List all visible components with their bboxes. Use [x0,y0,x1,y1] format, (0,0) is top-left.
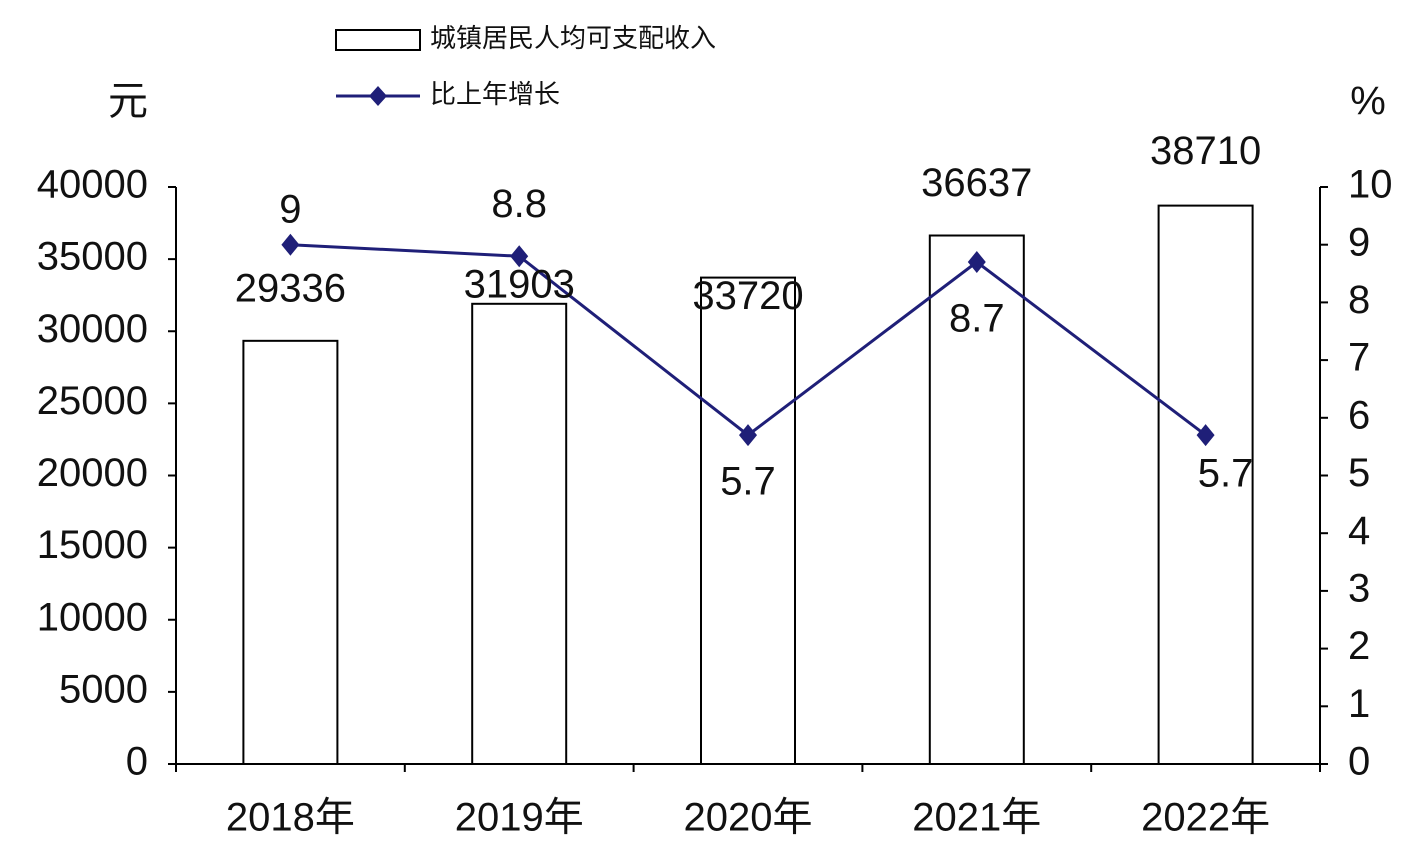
marker [510,245,529,268]
y2-tick-label: 0 [1348,740,1370,784]
x-tick-label: 2018年 [226,796,355,840]
y2-tick-label: 8 [1348,278,1370,322]
data-label: 8.8 [491,182,547,226]
bar [1157,204,1254,765]
y2-tick-label: 6 [1348,393,1370,437]
data-label: 38710 [1150,129,1261,173]
data-label: 5.7 [720,460,776,504]
y-tick-label: 10000 [37,595,148,639]
y-tick-label: 25000 [37,379,148,423]
legend-swatch [335,29,421,51]
y2-tick-label: 4 [1348,509,1370,553]
bar [928,234,1025,765]
bar [242,339,339,765]
y-tick-label: 20000 [37,451,148,495]
y2-tick-label: 3 [1348,566,1370,610]
y-tick-label: 35000 [37,235,148,279]
data-label: 5.7 [1198,452,1254,496]
legend-label: 比上年增长 [430,79,560,109]
y2-tick-label: 5 [1348,451,1370,495]
y2-tick-label: 10 [1348,163,1393,207]
data-label: 29336 [235,266,346,310]
y-tick-label: 15000 [37,523,148,567]
marker [281,233,300,256]
y2-tick-label: 2 [1348,624,1370,668]
bar [700,276,796,765]
marker [967,251,986,274]
marker [739,424,757,447]
data-label: 8.7 [949,297,1005,341]
y-tick-label: 5000 [59,667,148,711]
data-label: 33720 [692,274,803,318]
x-tick-label: 2021年 [912,796,1041,840]
y-tick-label: 30000 [37,307,148,351]
y-tick-label: 40000 [37,163,148,207]
y2-axis-label: % [1350,80,1386,124]
legend-label: 城镇居民人均可支配收入 [430,23,716,53]
y2-tick-label: 7 [1348,336,1370,380]
data-label: 9 [279,187,301,231]
y2-tick-label: 9 [1348,220,1370,264]
x-tick-label: 2019年 [455,796,584,840]
x-tick-label: 2020年 [684,796,813,840]
marker [1196,424,1215,447]
y-tick-label: 0 [126,740,148,784]
y2-tick-label: 1 [1348,682,1370,726]
legend-marker [369,86,387,106]
data-label: 31903 [464,262,575,306]
bar [471,302,568,765]
y-axis-label: 元 [108,80,148,124]
x-tick-label: 2022年 [1141,796,1270,840]
data-label: 36637 [921,161,1032,205]
